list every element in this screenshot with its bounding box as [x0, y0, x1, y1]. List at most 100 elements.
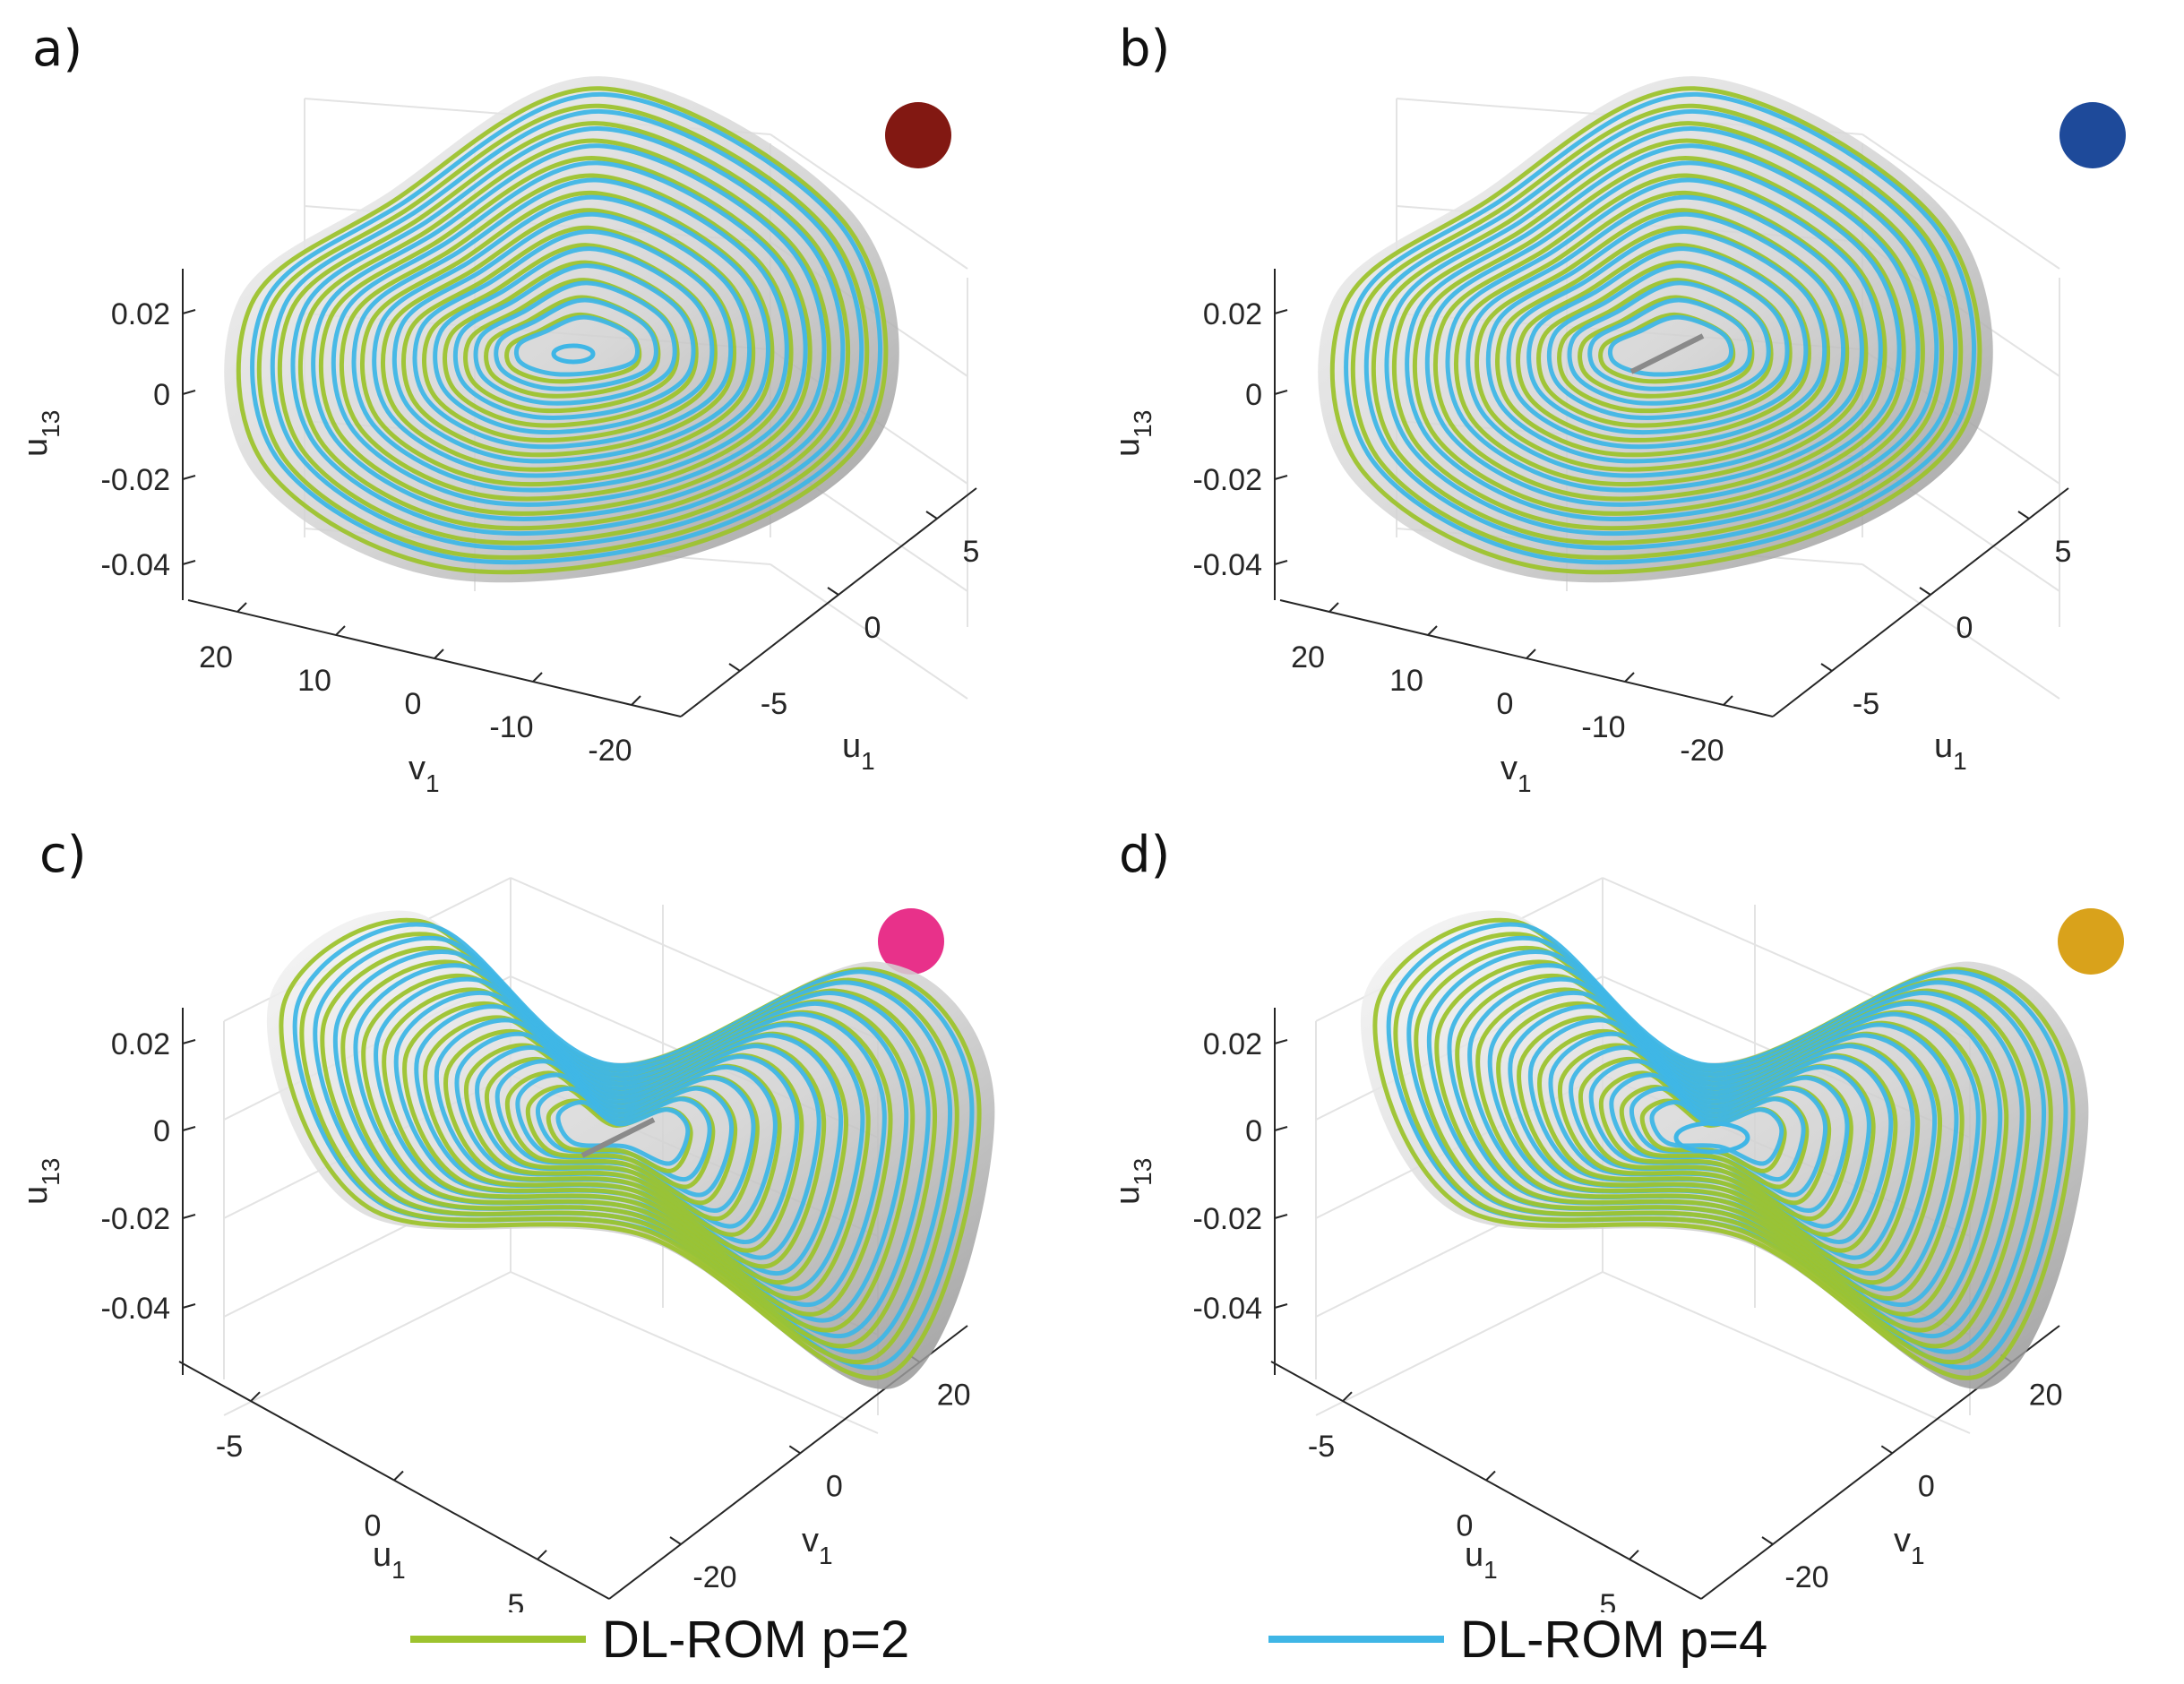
panel-a: a) 0.02 0 -0.02 -0.04 20 10 0 -10 -20 -5 0 5 v1 u1 u13: [0, 0, 1092, 806]
y-tick-label: 20: [937, 1379, 971, 1413]
contour-p4: [1445, 177, 1883, 493]
z-tick: [182, 390, 196, 395]
axes: 0.02 0 -0.02 -0.04 -5 0 5 -20 0 20 u1 v1 u13: [1109, 1008, 2063, 1612]
surface-contours: [1360, 910, 2089, 1389]
y-tick: [2017, 511, 2030, 520]
z-tick: [1274, 1303, 1288, 1309]
x-tick-label: -5: [216, 1430, 243, 1464]
panel-label-c: c): [39, 826, 87, 884]
y-axis-label: v1: [1894, 1522, 1925, 1569]
contour-p4: [1466, 194, 1864, 478]
panel-label-b: b): [1119, 20, 1171, 78]
contour-p4: [331, 160, 808, 507]
contour-p4: [412, 228, 734, 450]
y-tick-label: 5: [2055, 535, 2072, 569]
z-tick-label: 0.02: [111, 1027, 170, 1061]
x-tick-label: -10: [489, 710, 533, 744]
x-tick: [1427, 625, 1438, 636]
contour-p2: [546, 1098, 693, 1173]
y-tick: [788, 1445, 801, 1455]
grid-line: [1602, 1271, 1971, 1434]
panel-d-color-marker: [2058, 908, 2124, 975]
grid-line: [770, 563, 968, 700]
z-tick: [182, 560, 196, 565]
contour-p2: [1432, 173, 1887, 502]
grid-line: [770, 133, 968, 270]
grid-line: [1862, 133, 2060, 270]
contour-p2: [359, 190, 775, 486]
x-axis-label: v1: [408, 750, 440, 797]
x-tick-label: -20: [588, 734, 632, 768]
contour-p2: [401, 225, 737, 458]
z-tick: [182, 1303, 196, 1309]
x-tick-label: 0: [1497, 687, 1514, 721]
x-tick: [532, 672, 543, 683]
center-orbit: [551, 343, 596, 365]
y-tick: [728, 663, 741, 672]
z-tick: [1274, 560, 1288, 565]
z-tick-label: 0: [153, 1114, 170, 1148]
z-tick-label: -0.04: [101, 1292, 171, 1326]
x-tick-label: -5: [1308, 1430, 1335, 1464]
contour-p2: [1619, 1085, 1810, 1190]
axes: 0.02 0 -0.02 -0.04 -5 0 5 -20 0 20 u1 v1 u13: [17, 1008, 971, 1612]
contour-p4: [372, 194, 770, 478]
contour-p2: [504, 312, 642, 384]
contour-p2: [236, 86, 889, 575]
z-tick: [182, 1126, 196, 1131]
x-tick-label: -20: [1680, 734, 1724, 768]
surface-contours: [224, 76, 899, 583]
panel-c-plot: 0.02 0 -0.02 -0.04 -5 0 5 -20 0 20 u1 v1 u13: [17, 877, 995, 1612]
contour-p2: [1350, 103, 1964, 560]
contour-p2: [339, 173, 794, 502]
contour-p4: [1363, 108, 1958, 551]
y-tick-label: 0: [826, 1469, 843, 1503]
y-tick: [1820, 663, 1833, 672]
panel-b: b) 0.02 0 -0.02 -0.04 20 10 0 -10 -20 -5 0 5 v1 u1 u13: [1092, 0, 2184, 806]
contour-p2: [1639, 1098, 1787, 1173]
contour-p4: [1546, 263, 1790, 420]
contour-p2: [256, 103, 870, 560]
contour-p2: [463, 278, 680, 414]
contour-p4: [1506, 228, 1827, 450]
contour-p2: [318, 156, 813, 516]
z-axis-label: u13: [17, 410, 64, 457]
x-tick: [434, 649, 444, 659]
z-tick-label: 0.02: [111, 297, 170, 331]
y-tick-label: 0: [1918, 1469, 1935, 1503]
x-tick-label: 10: [1389, 664, 1423, 698]
contour-p4: [433, 246, 715, 435]
z-tick-label: -0.04: [1193, 1292, 1263, 1326]
contour-p4: [250, 91, 882, 565]
contour-p4: [311, 143, 827, 521]
grid-line: [1862, 563, 2060, 700]
y-tick-label: 0: [1956, 611, 1973, 645]
axes: 0.02 0 -0.02 -0.04 20 10 0 -10 -20 -5 0 5 v1 u1 u13: [17, 269, 979, 797]
y-tick-label: 20: [2029, 1379, 2063, 1413]
contour-p2: [443, 260, 699, 428]
x-tick: [335, 625, 346, 636]
contour-p2: [1557, 278, 1774, 414]
contour-p4: [1485, 211, 1846, 464]
contour-p4: [555, 1100, 691, 1166]
x-tick-label: 20: [199, 640, 233, 674]
x-axis-label: u1: [1465, 1536, 1498, 1584]
z-tick-label: -0.02: [101, 1202, 171, 1236]
panel-b-color-marker: [2059, 102, 2126, 168]
grid-line: [1315, 1271, 1604, 1416]
panel-a-plot: 0.02 0 -0.02 -0.04 20 10 0 -10 -20 -5 0 5 v1 u1 u13: [17, 76, 979, 797]
x-tick: [1629, 1550, 1639, 1560]
x-tick: [1342, 1391, 1353, 1402]
contour-p2: [1453, 190, 1869, 486]
contour-p4: [1587, 297, 1752, 391]
x-tick-label: 0: [405, 687, 422, 721]
grid-line: [223, 1271, 512, 1416]
x-tick: [1328, 602, 1339, 613]
z-tick: [1274, 1126, 1288, 1131]
z-tick: [182, 1039, 196, 1044]
z-tick-label: 0.02: [1203, 1027, 1262, 1061]
x-tick-label: 0: [365, 1509, 382, 1543]
y-axis-label: v1: [802, 1522, 833, 1569]
x-tick: [393, 1470, 404, 1482]
contour-p2: [381, 208, 756, 472]
